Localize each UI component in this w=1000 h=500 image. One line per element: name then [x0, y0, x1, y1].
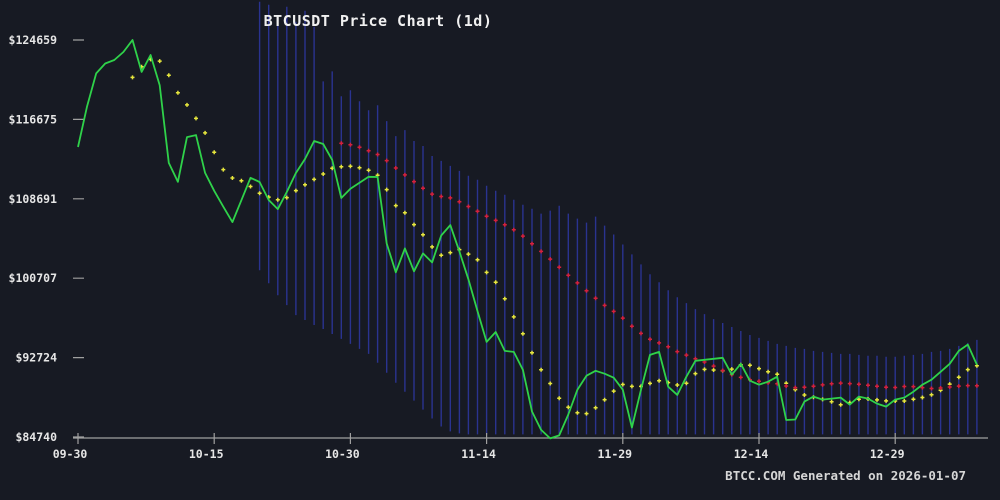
- chart-layers: 09-30 10-15 10-30 11-14 11-29 12-14 12-29 $1246…: [9, 1, 988, 461]
- x-tick-label: 12-14: [734, 447, 769, 461]
- close-price-line: [77, 39, 978, 440]
- ma30-dots: [339, 141, 979, 391]
- axis-ticks: [73, 39, 896, 444]
- x-tick-label: 09-30: [53, 447, 88, 461]
- chart-title: BTCUSDT Price Chart (1d): [264, 12, 493, 30]
- y-tick-label: $92724: [15, 351, 57, 365]
- y-tick-label: $84740: [15, 430, 57, 444]
- y-tick-label: $108691: [9, 192, 58, 206]
- y-tick-label: $124659: [9, 33, 58, 47]
- range-bars: [258, 1, 978, 435]
- x-tick-label: 12-29: [870, 447, 905, 461]
- ma7-dots: [130, 57, 979, 416]
- x-tick-label: 10-15: [189, 447, 224, 461]
- x-tick-label: 11-14: [461, 447, 496, 461]
- x-tick-label: 11-29: [597, 447, 632, 461]
- watermark-text: BTCC.COM Generated on 2026-01-07: [725, 468, 966, 483]
- x-tick-label: 10-30: [325, 447, 360, 461]
- y-tick-label: $116675: [9, 112, 58, 126]
- y-tick-label: $100707: [9, 271, 58, 285]
